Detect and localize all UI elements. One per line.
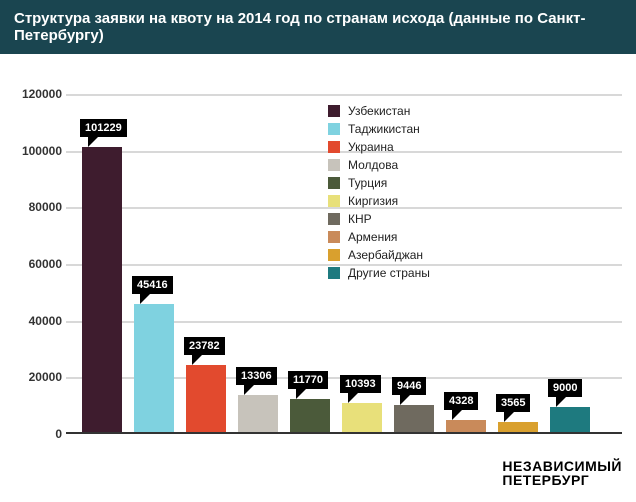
bar-rect bbox=[238, 395, 278, 432]
y-tick-label: 80000 bbox=[10, 200, 62, 214]
chart-title: Структура заявки на квоту на 2014 год по… bbox=[14, 10, 585, 44]
bar-value-label: 9446 bbox=[392, 377, 426, 395]
bar-rect bbox=[550, 407, 590, 432]
y-tick-label: 120000 bbox=[10, 87, 62, 101]
bar-rect bbox=[134, 304, 174, 432]
bar-rect bbox=[290, 399, 330, 432]
bar-value-label: 101229 bbox=[80, 119, 127, 137]
y-tick-label: 60000 bbox=[10, 257, 62, 271]
bar-3: 13306 bbox=[238, 395, 278, 432]
chart-area: 020000400006000080000100000120000 Узбеки… bbox=[12, 94, 622, 454]
bar-1: 45416 bbox=[134, 304, 174, 432]
y-tick-label: 20000 bbox=[10, 370, 62, 384]
bar-value-label: 11770 bbox=[288, 371, 328, 389]
bar-rect bbox=[342, 403, 382, 432]
bar-4: 11770 bbox=[290, 399, 330, 432]
y-tick-label: 100000 bbox=[10, 144, 62, 158]
bar-value-label: 4328 bbox=[444, 392, 478, 410]
bars-container: 101229 45416 23782 13306 11770 10393 9446 4328 3… bbox=[66, 94, 622, 432]
bar-9: 9000 bbox=[550, 407, 590, 432]
bar-6: 9446 bbox=[394, 405, 434, 432]
bar-value-label: 13306 bbox=[236, 367, 277, 385]
bar-rect bbox=[394, 405, 434, 432]
y-tick-label: 40000 bbox=[10, 314, 62, 328]
bar-value-label: 10393 bbox=[340, 375, 381, 393]
chart-header: Структура заявки на квоту на 2014 год по… bbox=[0, 0, 636, 54]
bar-rect bbox=[82, 147, 122, 432]
bar-7: 4328 bbox=[446, 420, 486, 432]
watermark-line2: ПЕТЕРБУРГ bbox=[502, 473, 622, 488]
x-axis bbox=[66, 432, 622, 434]
bar-value-label: 3565 bbox=[496, 394, 530, 412]
watermark-line1: НЕЗАВИСИМЫЙ bbox=[502, 459, 622, 474]
bar-value-label: 45416 bbox=[132, 276, 173, 294]
bar-0: 101229 bbox=[82, 147, 122, 432]
bar-rect bbox=[446, 420, 486, 432]
bar-rect bbox=[498, 422, 538, 432]
plot-region: УзбекистанТаджикистанУкраинаМолдоваТурци… bbox=[66, 94, 622, 434]
bar-value-label: 23782 bbox=[184, 337, 225, 355]
bar-5: 10393 bbox=[342, 403, 382, 432]
bar-value-label: 9000 bbox=[548, 379, 582, 397]
bar-8: 3565 bbox=[498, 422, 538, 432]
watermark: НЕЗАВИСИМЫЙ ПЕТЕРБУРГ bbox=[502, 459, 622, 488]
bar-rect bbox=[186, 365, 226, 432]
y-tick-label: 0 bbox=[10, 427, 62, 441]
bar-2: 23782 bbox=[186, 365, 226, 432]
